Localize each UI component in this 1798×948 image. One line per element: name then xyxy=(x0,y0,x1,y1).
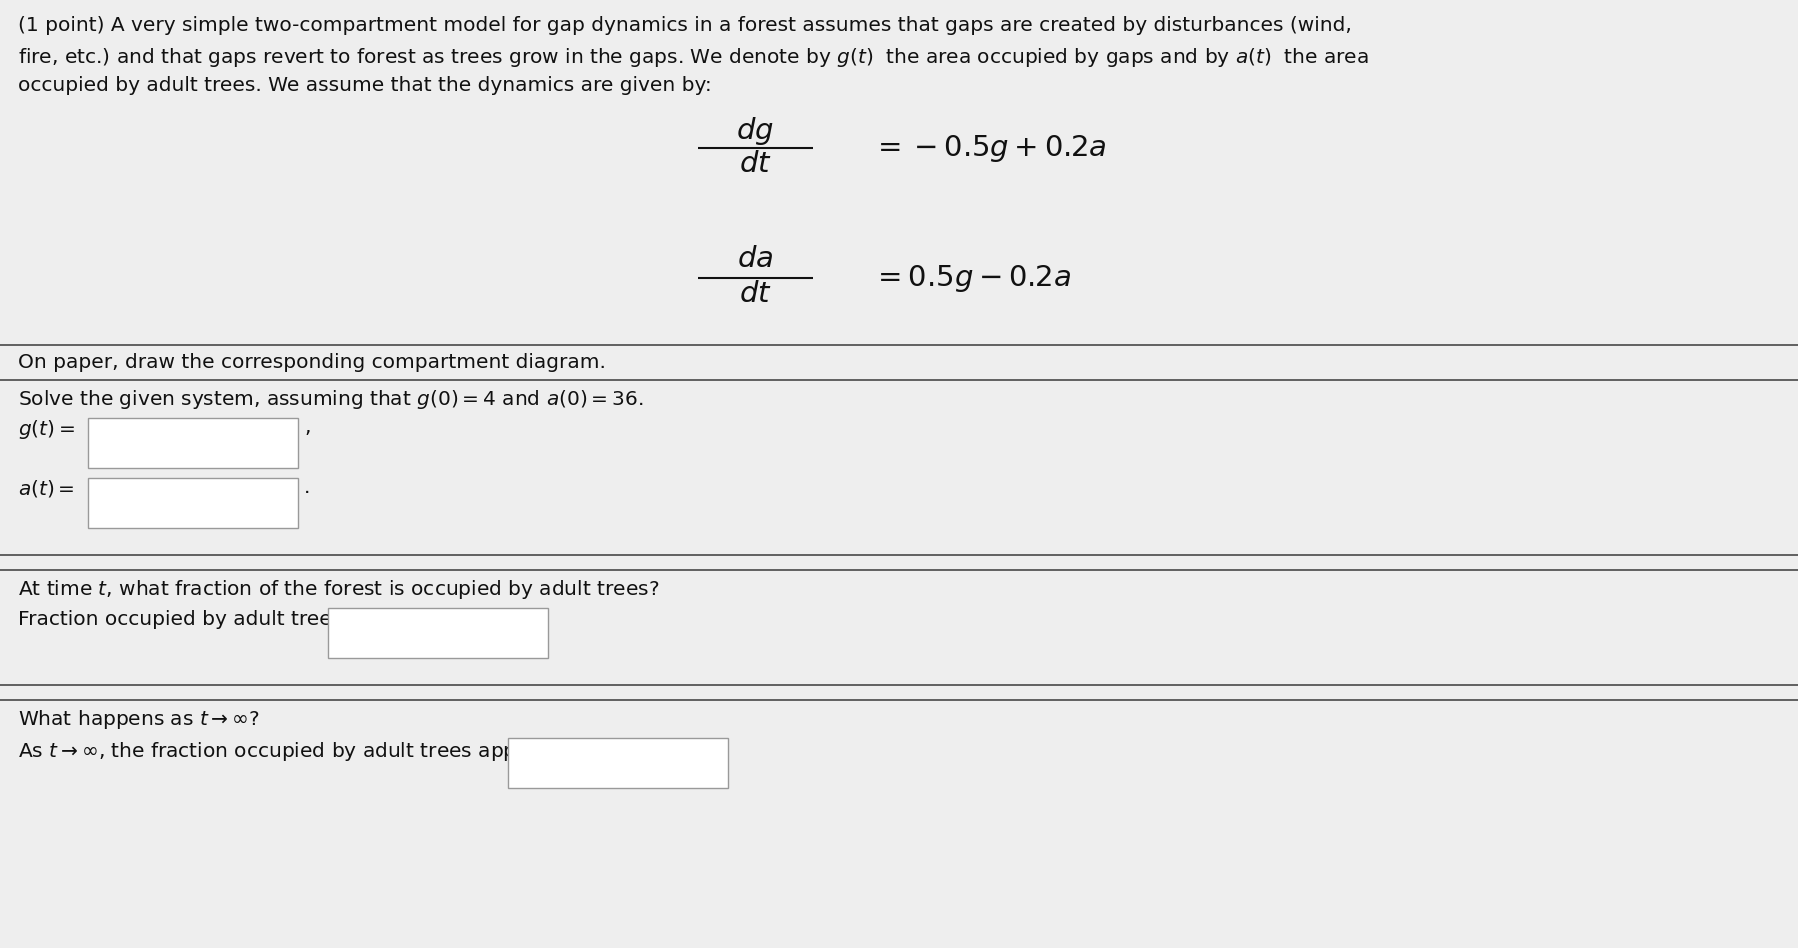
Text: occupied by adult trees. We assume that the dynamics are given by:: occupied by adult trees. We assume that … xyxy=(18,76,712,95)
Text: Solve the given system, assuming that $g(0) = 4$ and $a(0) = 36.$: Solve the given system, assuming that $g… xyxy=(18,388,644,411)
Text: $g(t) =$: $g(t) =$ xyxy=(18,418,76,441)
FancyBboxPatch shape xyxy=(509,738,728,788)
Text: .: . xyxy=(304,478,311,497)
Text: On paper, draw the corresponding compartment diagram.: On paper, draw the corresponding compart… xyxy=(18,353,606,372)
Text: (1 point) A very simple two-compartment model for gap dynamics in a forest assum: (1 point) A very simple two-compartment … xyxy=(18,16,1352,35)
Text: At time $t$, what fraction of the forest is occupied by adult trees?: At time $t$, what fraction of the forest… xyxy=(18,578,660,601)
FancyBboxPatch shape xyxy=(88,478,298,528)
Text: $= 0.5g - 0.2a$: $= 0.5g - 0.2a$ xyxy=(872,263,1072,294)
Text: Fraction occupied by adult trees is: Fraction occupied by adult trees is xyxy=(18,610,365,629)
FancyBboxPatch shape xyxy=(88,418,298,468)
Text: $= -0.5g + 0.2a$: $= -0.5g + 0.2a$ xyxy=(872,133,1108,163)
Text: As $t \rightarrow \infty$, the fraction occupied by adult trees approaches: As $t \rightarrow \infty$, the fraction … xyxy=(18,740,597,763)
Text: What happens as $t \rightarrow \infty$?: What happens as $t \rightarrow \infty$? xyxy=(18,708,259,731)
Text: $a(t) =$: $a(t) =$ xyxy=(18,478,74,499)
Text: fire, etc.) and that gaps revert to forest as trees grow in the gaps. We denote : fire, etc.) and that gaps revert to fore… xyxy=(18,46,1368,69)
Text: ,: , xyxy=(304,418,311,437)
Text: $dt$: $dt$ xyxy=(739,150,771,178)
FancyBboxPatch shape xyxy=(327,608,548,658)
Text: $da$: $da$ xyxy=(737,245,773,273)
Text: $dg$: $dg$ xyxy=(735,115,775,147)
Text: $dt$: $dt$ xyxy=(739,280,771,308)
